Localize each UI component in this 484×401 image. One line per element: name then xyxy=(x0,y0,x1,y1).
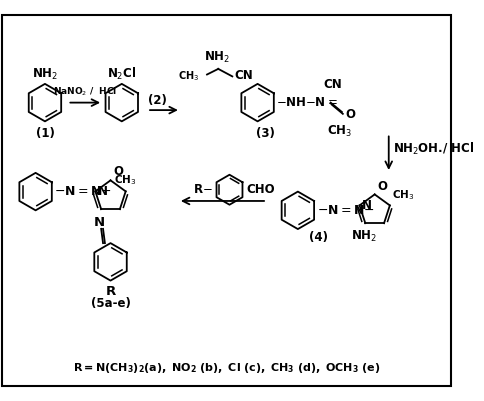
Text: O: O xyxy=(378,180,388,192)
Text: CN: CN xyxy=(323,78,342,91)
Text: N$_2$Cl: N$_2$Cl xyxy=(107,66,136,82)
Text: N: N xyxy=(98,185,108,198)
Text: R$-$: R$-$ xyxy=(193,183,212,196)
Text: CH$_3$: CH$_3$ xyxy=(114,173,137,187)
Text: $\mathbf{R = N(CH_3)_2(a),\ NO_2\ (b),\ Cl\ (c),\ CH_3\ (d),\ OCH_3\ (e)}$: $\mathbf{R = N(CH_3)_2(a),\ NO_2\ (b),\ … xyxy=(73,361,380,375)
Text: $-$NH$-$N$=$: $-$NH$-$N$=$ xyxy=(276,96,338,109)
Text: (1): (1) xyxy=(35,127,54,140)
Text: CH$_3$: CH$_3$ xyxy=(178,69,199,83)
Text: NH$_2$: NH$_2$ xyxy=(350,229,377,244)
Text: CH$_3$: CH$_3$ xyxy=(328,124,352,139)
Text: O: O xyxy=(113,166,123,178)
Text: (4): (4) xyxy=(309,231,328,244)
Text: O: O xyxy=(346,108,356,121)
Text: NaNO$_2$ /  HCl: NaNO$_2$ / HCl xyxy=(53,85,118,98)
Text: NH$_2$OH./ HCl: NH$_2$OH./ HCl xyxy=(393,142,474,158)
Text: (5a-e): (5a-e) xyxy=(91,298,131,310)
Text: (2): (2) xyxy=(148,94,167,107)
Text: CN: CN xyxy=(234,69,253,82)
Text: (3): (3) xyxy=(256,127,274,140)
Text: CH$_3$: CH$_3$ xyxy=(392,188,414,202)
Text: $-$N$=$N$-$: $-$N$=$N$-$ xyxy=(317,204,375,217)
Text: NH$_2$: NH$_2$ xyxy=(204,50,230,65)
Text: $-$N$=$N$-$: $-$N$=$N$-$ xyxy=(54,185,112,198)
Text: CHO: CHO xyxy=(246,183,275,196)
Text: R: R xyxy=(106,285,116,298)
Text: N: N xyxy=(94,216,105,229)
Text: N: N xyxy=(363,199,372,212)
Text: NH$_2$: NH$_2$ xyxy=(32,67,58,82)
